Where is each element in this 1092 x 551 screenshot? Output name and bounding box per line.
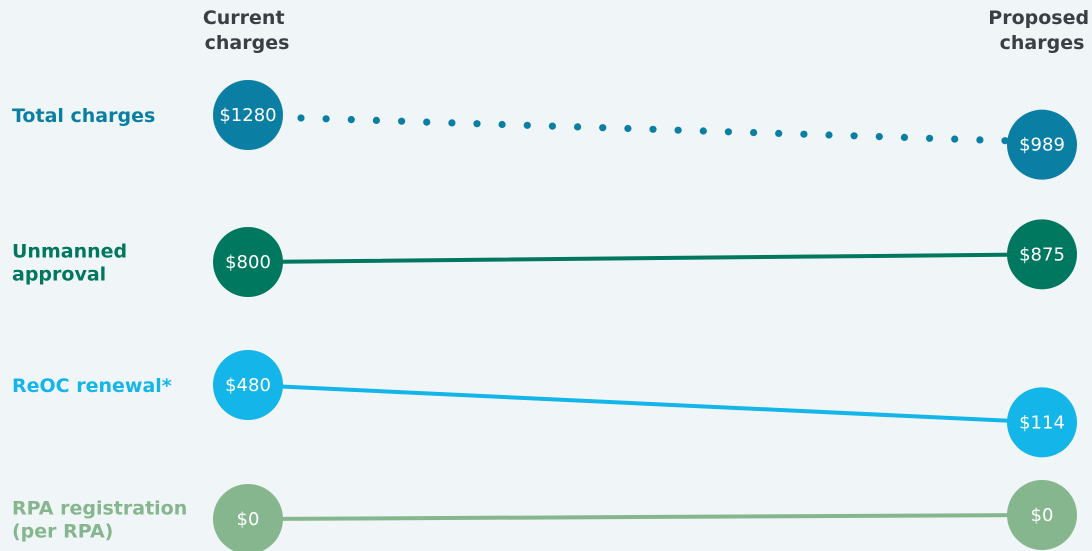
connector-dot: [699, 127, 707, 135]
connector-dot: [825, 131, 833, 139]
value-current-unmanned-approval: $800: [225, 252, 271, 273]
connector-dot: [599, 124, 607, 132]
row-unmanned-approval: Unmanned approval $800 $875: [12, 219, 1077, 297]
node-proposed-rpa-registration-per-rpa: [1007, 480, 1077, 550]
connector-dot: [951, 135, 959, 143]
connector-line-rpa-registration-per-rpa: [246, 513, 1044, 521]
connector-dot: [775, 129, 783, 137]
connector-dot: [649, 125, 657, 133]
connector-dot: [347, 116, 355, 124]
connector-dot: [398, 117, 406, 125]
row-label-line: Unmanned: [12, 241, 127, 263]
column-header-proposed-line1: Proposed: [988, 7, 1089, 29]
connector-dot: [800, 130, 808, 138]
row-label-line: (per RPA): [12, 521, 113, 543]
connector-line-reoc-renewal: [246, 383, 1044, 425]
chart-rows: Total charges $1280 $989 Unmanned approval $8…: [12, 80, 1077, 551]
connector-dot: [448, 119, 456, 127]
node-current-reoc-renewal: [213, 350, 283, 420]
connector-dot: [926, 134, 934, 142]
row-label-total-charges: Total charges: [12, 105, 155, 127]
column-header-current: Current charges: [203, 7, 291, 54]
row-label-line: approval: [12, 264, 106, 286]
column-header-current-line1: Current: [203, 7, 285, 29]
connector-dot: [372, 116, 380, 124]
column-headers: Current charges Proposed charges: [203, 7, 1092, 54]
row-label-unmanned-approval: Unmanned approval: [12, 241, 127, 286]
node-current-total-charges: [213, 80, 283, 150]
connector-dot: [850, 132, 858, 140]
connector-dot: [900, 133, 909, 141]
value-proposed-reoc-renewal: $114: [1019, 412, 1065, 433]
node-proposed-unmanned-approval: [1007, 219, 1077, 290]
node-proposed-total-charges: [1007, 109, 1077, 180]
connector-dot: [750, 129, 758, 137]
node-current-rpa-registration-per-rpa: [213, 484, 283, 551]
connector-dot: [624, 124, 632, 133]
value-proposed-unmanned-approval: $875: [1019, 244, 1065, 265]
node-current-unmanned-approval: [213, 227, 283, 297]
connector-dots-total-charges: [297, 114, 1009, 145]
column-header-proposed-line2: charges: [1000, 32, 1085, 54]
row-reoc-renewal: ReOC renewal* $480 $114: [12, 350, 1077, 458]
connector-dot: [548, 122, 557, 130]
connector-dot: [322, 115, 330, 123]
connector-dot: [1001, 137, 1009, 145]
node-proposed-reoc-renewal: [1007, 387, 1077, 458]
column-header-proposed: Proposed charges: [988, 7, 1092, 54]
value-proposed-total-charges: $989: [1019, 135, 1065, 156]
connector-dot: [423, 118, 431, 126]
connector-dot: [498, 120, 506, 129]
connector-line-unmanned-approval: [246, 252, 1044, 264]
row-label-line: Total charges: [12, 105, 155, 127]
connector-dot: [574, 123, 582, 131]
connector-dot: [674, 126, 682, 134]
connector-dot: [523, 121, 531, 129]
value-current-rpa-registration-per-rpa: $0: [237, 509, 260, 530]
row-label-line: ReOC renewal*: [12, 375, 172, 397]
row-label-reoc-renewal: ReOC renewal*: [12, 375, 172, 397]
value-current-total-charges: $1280: [219, 105, 276, 126]
column-header-current-line2: charges: [205, 32, 290, 54]
value-proposed-rpa-registration-per-rpa: $0: [1031, 505, 1054, 526]
connector-dot: [473, 120, 481, 128]
value-current-reoc-renewal: $480: [225, 375, 271, 396]
connector-dot: [976, 136, 984, 144]
row-label-rpa-registration-per-rpa: RPA registration (per RPA): [12, 498, 187, 543]
connector-dot: [297, 114, 305, 122]
row-label-line: RPA registration: [12, 498, 187, 520]
row-rpa-registration-per-rpa: RPA registration (per RPA) $0 $0: [12, 480, 1077, 551]
connector-dot: [724, 128, 733, 136]
connector-dot: [875, 133, 883, 141]
row-total-charges: Total charges $1280 $989: [12, 80, 1077, 180]
